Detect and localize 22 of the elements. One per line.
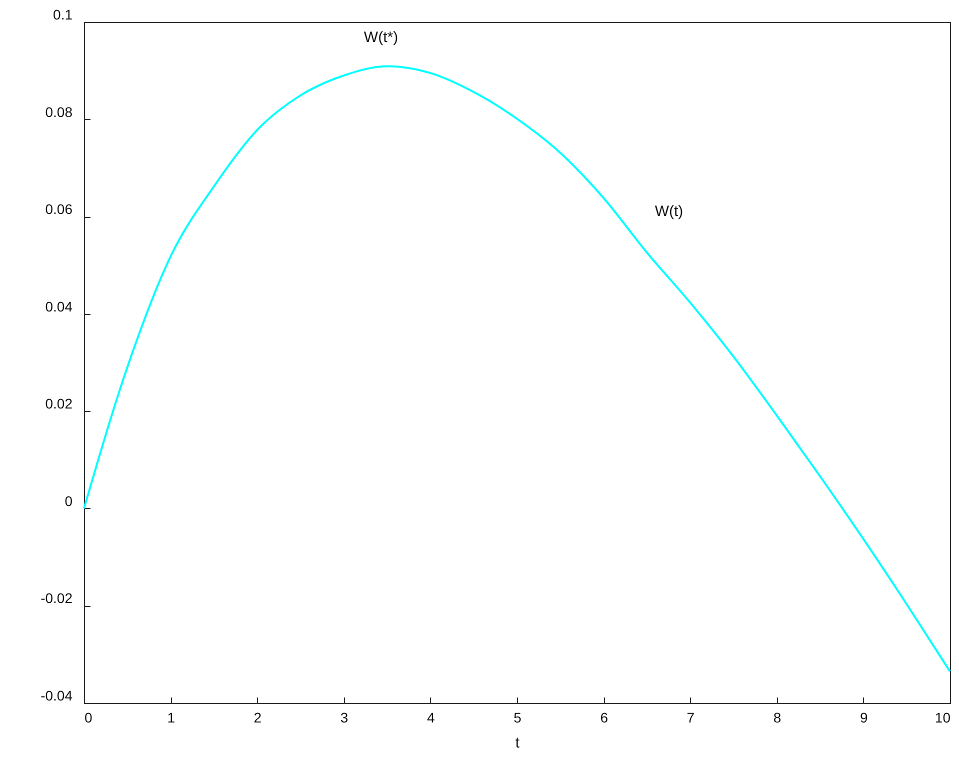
x-tick-label: 3 — [340, 710, 348, 726]
y-tick-label: 0.08 — [45, 104, 73, 120]
y-tick-label: 0.06 — [45, 201, 73, 218]
x-axis-title: t — [515, 734, 520, 752]
y-tick-label: 0.02 — [45, 396, 73, 412]
x-tick-label: 7 — [686, 710, 695, 726]
x-tick-label: 5 — [514, 710, 522, 726]
x-tick-label: 9 — [860, 710, 868, 726]
x-tick-label: 0 — [84, 710, 92, 726]
x-tick-label: 1 — [167, 710, 176, 726]
annotation: W(t*) — [364, 29, 398, 46]
y-tick-label: -0.02 — [40, 590, 73, 606]
x-tick-label: 4 — [427, 710, 435, 726]
y-tick-label: 0 — [64, 492, 73, 509]
x-tick-label: 6 — [600, 710, 608, 726]
x-tick-label: 10 — [934, 710, 951, 726]
x-tick-label: 8 — [773, 710, 782, 726]
y-tick-label: 0.1 — [53, 6, 73, 22]
y-tick-label: -0.04 — [40, 688, 73, 704]
x-tick-label: 2 — [254, 710, 262, 726]
y-tick-label: 0.04 — [45, 298, 73, 314]
annotation: W(t) — [654, 203, 684, 220]
